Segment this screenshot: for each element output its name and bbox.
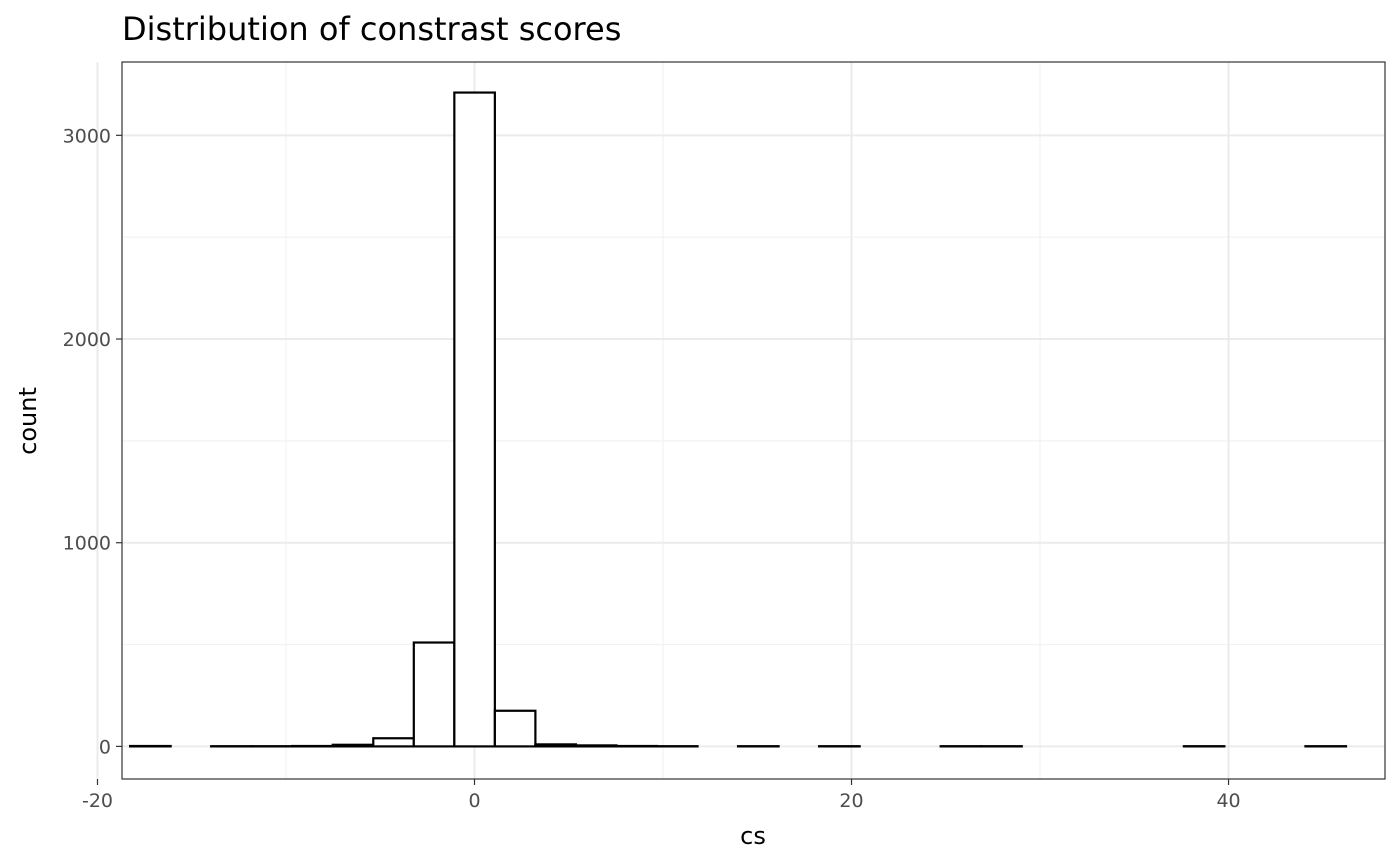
y-tick-label: 1000	[63, 533, 111, 555]
x-tick-label: 20	[839, 790, 863, 812]
y-tick-label: 2000	[63, 329, 111, 351]
chart-title: Distribution of constrast scores	[122, 10, 621, 48]
histogram-bars	[129, 91, 1348, 748]
grid-lines	[96, 62, 1385, 779]
x-tick-label: -20	[82, 790, 113, 812]
histogram-bar	[331, 743, 375, 748]
x-tick-label: 40	[1216, 790, 1240, 812]
y-axis-title: count	[14, 387, 42, 455]
y-tick-label: 0	[99, 736, 111, 758]
y-axis-ticks: 0 1000 2000 3000	[63, 125, 122, 758]
x-tick-label: 0	[468, 790, 480, 812]
histogram-bar	[412, 641, 456, 748]
histogram-bar	[372, 737, 415, 748]
histogram-bar	[453, 91, 496, 748]
y-tick-label: 3000	[63, 125, 111, 147]
x-axis-ticks: -20 0 20 40	[82, 779, 1241, 812]
histogram-bar	[493, 709, 537, 748]
x-axis-title: cs	[740, 822, 766, 850]
plot-panel-border	[121, 61, 1386, 780]
histogram-bar	[574, 744, 618, 748]
histogram-bar	[534, 743, 578, 748]
